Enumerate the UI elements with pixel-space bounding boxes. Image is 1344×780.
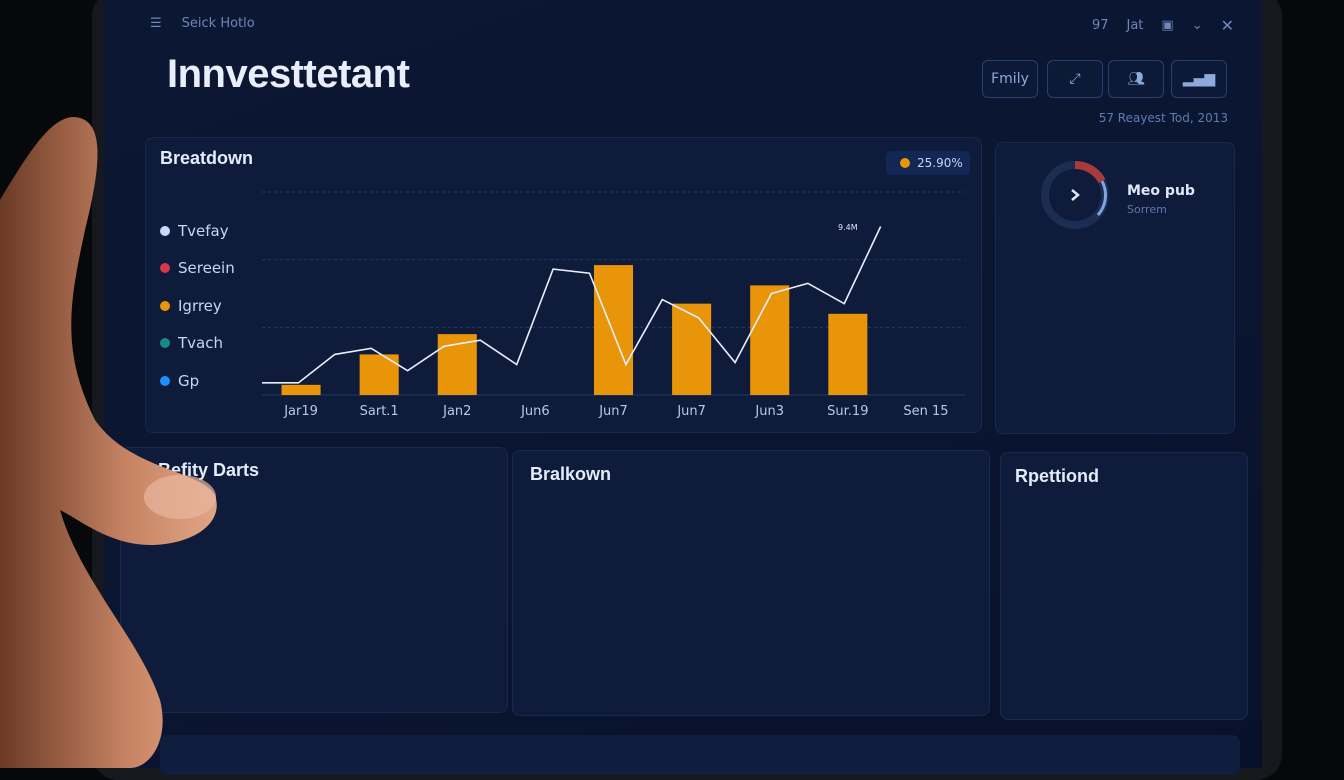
breakdown-badge: 25.90% [886, 151, 970, 175]
close-icon[interactable]: ✕ [1220, 16, 1234, 35]
signal-bars-icon: ▂▄▆ [1182, 71, 1216, 87]
x-tick-label: Jun3 [754, 404, 784, 419]
bar [828, 313, 868, 395]
gauge-icon [1041, 160, 1109, 229]
bottom-panel [160, 735, 1240, 775]
bar [281, 384, 321, 395]
date-label: 57 Reayest Tod, 2013 [1098, 111, 1228, 125]
top-bar: ☰ Seick Hotlo 97 Jat ▣ ⌄ ✕ [150, 14, 1234, 36]
x-tick-label: Jun7 [676, 404, 706, 419]
users-icon: 👥︎ [1127, 71, 1145, 87]
page-title: Innvesttetant [167, 52, 410, 96]
chevron-down-icon[interactable]: ⌄ [1191, 18, 1203, 33]
bar [437, 334, 477, 395]
topbar-item[interactable]: 97 [1091, 18, 1109, 33]
bottom-right-title: Rpettiond [1015, 466, 1099, 486]
bottom-right-panel [1000, 452, 1248, 720]
x-tick-label: Jun6 [520, 404, 550, 419]
x-tick-label: Sur.19 [827, 404, 868, 419]
pin-button[interactable]: ⤢ [1047, 60, 1103, 98]
pin-icon: ⤢ [1069, 71, 1081, 87]
app-name: Seick Hotlo [181, 16, 255, 31]
gauge-sub: Sorrem [1127, 203, 1167, 216]
regions-panel [995, 142, 1235, 434]
bottom-left-panel [120, 447, 508, 713]
menu-icon[interactable]: ☰ [150, 16, 162, 31]
badge-dot-icon [900, 158, 910, 168]
badge-value: 25.90% [917, 156, 963, 170]
x-tick-label: Jan2 [442, 404, 471, 419]
bar [672, 303, 712, 395]
bar [593, 265, 634, 395]
x-tick-label: Sen 15 [903, 404, 948, 419]
peak-label: 9.4M [838, 223, 858, 232]
family-button[interactable]: Fmily [982, 60, 1038, 98]
users-button[interactable]: 👥︎ [1108, 60, 1164, 98]
x-tick-label: Jar19 [283, 404, 318, 419]
bottom-left-title: Befity Darts [158, 460, 260, 480]
gauge-label: Meo pub [1127, 183, 1195, 199]
signal-button[interactable]: ▂▄▆ [1171, 60, 1227, 98]
calendar-icon[interactable]: ▣ [1161, 18, 1174, 33]
bottom-mid-panel [512, 450, 990, 716]
x-tick-label: Sart.1 [360, 404, 399, 419]
topbar-item[interactable]: Jat [1126, 18, 1144, 33]
bar [750, 285, 790, 395]
trend-line [262, 226, 882, 384]
bar [359, 354, 399, 395]
x-tick-label: Jun7 [598, 404, 628, 419]
bottom-mid-title: Bralkown [530, 464, 612, 484]
